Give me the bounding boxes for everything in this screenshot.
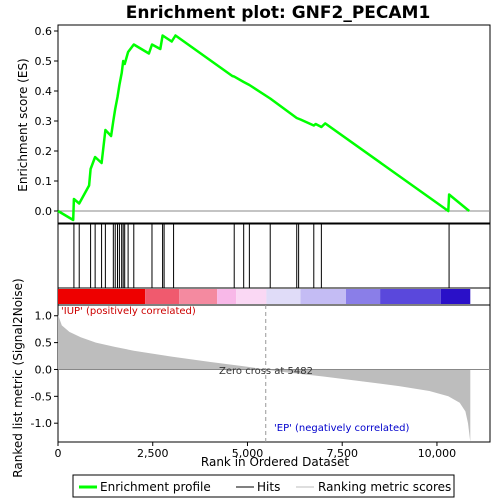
chart-title: Enrichment plot: GNF2_PECAM1 <box>126 3 431 23</box>
legend-label-metric: Ranking metric scores <box>318 480 451 494</box>
hits-panel <box>57 223 491 289</box>
heatmap-segment <box>346 289 381 304</box>
x-tick-label: 2,500 <box>137 447 169 460</box>
heatmap-segment <box>300 289 346 304</box>
x-tick-label: 10,000 <box>418 447 457 460</box>
es-ytick-label: 0.0 <box>35 205 53 218</box>
legend-box <box>72 474 455 498</box>
legend-label-enrichment: Enrichment profile <box>100 480 211 494</box>
metric-ytick-label: 0.5 <box>35 337 53 350</box>
annotation-up: 'IUP' (positively correlated) <box>61 306 196 317</box>
es-ytick-label: 0.6 <box>35 25 53 38</box>
es-axis-label: Enrichment score (ES) <box>16 58 30 191</box>
enrichment-profile-line <box>57 34 470 222</box>
heatmap-bar <box>57 287 491 306</box>
metric-panel: 1.0 0.5 0.0 -0.5 -1.0 <box>31 304 491 443</box>
x-axis-ticks: 0 2,500 5,000 7,500 10,000 <box>55 442 457 460</box>
heatmap-segment <box>145 289 180 304</box>
x-tick-label: 0 <box>55 447 62 460</box>
heatmap-segment <box>179 289 218 304</box>
es-ytick-label: 0.3 <box>35 115 53 128</box>
es-panel: 0.0 0.1 0.2 0.3 0.4 0.5 0.6 <box>35 24 491 224</box>
heatmap-segment <box>58 289 146 304</box>
es-ytick-label: 0.5 <box>35 55 53 68</box>
x-tick-label: 5,000 <box>232 447 264 460</box>
metric-ytick-label: 0.0 <box>35 363 53 376</box>
annotation-down: 'EP' (negatively correlated) <box>274 423 409 434</box>
heatmap-segment <box>440 289 471 304</box>
heatmap-segment <box>380 289 441 304</box>
metric-ytick-label: 1.0 <box>35 310 53 323</box>
metric-axis-label: Ranked list metric (Signal2Noise) <box>11 278 25 477</box>
es-ytick-label: 0.4 <box>35 85 53 98</box>
annotation-zero-cross: Zero cross at 5482 <box>219 366 313 377</box>
ranking-metric-area <box>58 314 471 442</box>
hits-plot-area <box>57 223 491 289</box>
es-ytick-label: 0.1 <box>35 175 53 188</box>
x-axis-label: Rank in Ordered Dataset <box>201 455 349 469</box>
es-ytick-label: 0.2 <box>35 145 53 158</box>
legend-label-hits: Hits <box>257 480 280 494</box>
metric-ytick-label: -0.5 <box>31 390 52 403</box>
heatmap-segment <box>217 289 237 304</box>
legend: Enrichment profile Hits Ranking metric s… <box>72 474 455 498</box>
heatmap-segment <box>266 289 301 304</box>
x-tick-label: 7,500 <box>326 447 358 460</box>
metric-ytick-label: -1.0 <box>31 417 52 430</box>
heatmap-segment <box>236 289 267 304</box>
